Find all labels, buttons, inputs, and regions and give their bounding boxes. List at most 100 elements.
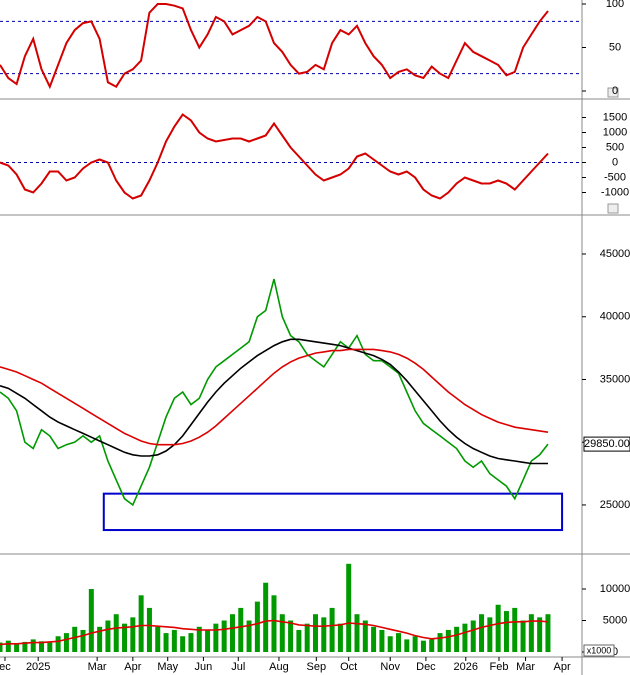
unit-label: x1000: [587, 645, 612, 655]
x-tick-label: Apr: [124, 661, 141, 673]
x-tick-label: May: [157, 661, 178, 673]
volume-bar: [412, 636, 418, 652]
y-tick-label: -500: [604, 171, 626, 183]
volume-bar: [454, 626, 460, 652]
y-tick-label: 25000: [600, 499, 630, 511]
volume-bar: [528, 614, 534, 652]
x-tick-label: Apr: [554, 661, 571, 673]
highlight-box: [102, 492, 564, 532]
volume-bar: [263, 582, 269, 652]
volume-bar: [113, 614, 119, 652]
volume-bar: [14, 644, 20, 652]
volume-bar: [30, 639, 36, 652]
volume-bar: [5, 640, 11, 652]
series-line: [0, 348, 549, 446]
volume-bar: [329, 607, 335, 652]
volume-bar: [346, 563, 352, 652]
volume-bar: [229, 614, 235, 652]
x-tick-label: Oct: [340, 661, 357, 673]
volume-bar: [80, 629, 86, 652]
volume-bar: [445, 629, 451, 652]
volume-bar: [520, 620, 526, 652]
volume-bar: [39, 641, 45, 652]
volume-bar: [171, 629, 177, 652]
y-tick-label: 1000: [603, 126, 627, 138]
y-tick-label: 40000: [600, 311, 630, 323]
last-price-box: [583, 436, 630, 452]
volume-bar: [396, 633, 402, 652]
volume-bar: [296, 629, 302, 652]
volume-bar: [163, 633, 169, 652]
series-line: [0, 3, 549, 90]
panel-button[interactable]: [607, 203, 619, 214]
volume-bar: [371, 626, 377, 652]
volume-bar: [213, 623, 219, 652]
volume-bar: [495, 604, 501, 652]
x-tick-label: Mar: [516, 661, 535, 673]
volume-bar: [188, 633, 194, 652]
volume-bar: [196, 626, 202, 652]
volume-bar: [387, 636, 393, 652]
x-tick-label: 2025: [26, 661, 50, 673]
volume-bar: [246, 620, 252, 652]
volume-bar: [337, 623, 343, 652]
volume-bar: [304, 623, 310, 652]
volume-bar: [404, 639, 410, 652]
y-tick-label: 35000: [600, 373, 630, 385]
x-tick-label: 2026: [454, 661, 478, 673]
volume-bar: [221, 620, 227, 652]
x-tick-label: Jul: [231, 661, 245, 673]
volume-bar: [462, 623, 468, 652]
volume-bar: [545, 614, 551, 652]
x-tick-label: Mar: [88, 661, 107, 673]
volume-bar: [470, 620, 476, 652]
x-tick-label: Aug: [269, 661, 289, 673]
volume-bar: [321, 617, 327, 652]
volume-bar: [0, 642, 3, 652]
volume-bar: [312, 614, 318, 652]
series-line: [0, 619, 549, 646]
volume-bar: [138, 595, 144, 652]
y-tick-label: 5000: [603, 614, 627, 626]
series-line: [0, 113, 549, 200]
volume-bar: [205, 629, 211, 652]
volume-bar: [429, 639, 435, 652]
volume-bar: [238, 607, 244, 652]
volume-bar: [97, 626, 103, 652]
volume-bar: [88, 589, 94, 652]
volume-bar: [279, 614, 285, 652]
volume-bar: [537, 617, 543, 652]
volume-bar: [512, 607, 518, 652]
x-tick-label: Feb: [489, 661, 508, 673]
volume-bar: [479, 614, 485, 652]
y-tick-label: 0: [612, 156, 618, 168]
volume-bar: [271, 595, 277, 652]
y-tick-label: 50: [609, 41, 621, 53]
unit-box: [583, 644, 615, 657]
y-tick-label: 1500: [603, 111, 627, 123]
y-tick-label: 100: [606, 0, 624, 10]
panel-button[interactable]: [607, 87, 619, 98]
volume-bar: [130, 617, 136, 652]
volume-bar: [122, 623, 128, 652]
x-tick-label: Dec: [416, 661, 436, 673]
volume-bar: [47, 642, 53, 652]
volume-bar: [55, 636, 61, 652]
last-price-label: 29850.00: [584, 438, 630, 450]
x-tick-label: Nov: [380, 661, 400, 673]
volume-bar: [180, 636, 186, 652]
volume-bar: [288, 620, 294, 652]
y-tick-label: -1000: [601, 186, 629, 198]
x-tick-label: Jun: [195, 661, 213, 673]
volume-bar: [105, 620, 111, 652]
volume-bar: [254, 601, 260, 652]
series-line: [0, 338, 548, 465]
y-tick-label: 500: [606, 141, 624, 153]
volume-bar: [146, 607, 152, 652]
volume-bar: [487, 617, 493, 652]
volume-bar: [63, 633, 69, 652]
x-tick-label: Sep: [307, 661, 327, 673]
y-tick-label: 45000: [600, 248, 630, 260]
